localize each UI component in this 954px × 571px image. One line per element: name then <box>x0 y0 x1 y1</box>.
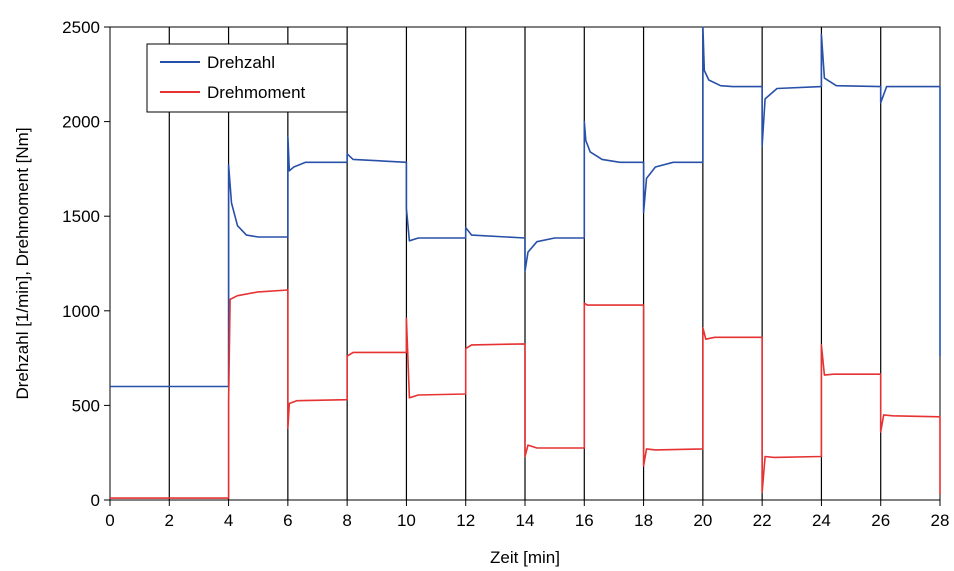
series-group <box>110 26 941 499</box>
x-tick-label: 4 <box>224 511 233 530</box>
series-line-drehzahl <box>110 26 941 388</box>
axes <box>104 26 941 506</box>
x-tick-labels: 0 2 4 6 8 10 12 14 16 18 20 22 24 26 28 <box>105 511 949 530</box>
legend: Drehzahl Drehmoment <box>146 43 348 113</box>
y-tick-label: 2000 <box>62 113 100 132</box>
y-axis-title: Drehzahl [1/min], Drehmoment [Nm] <box>13 127 32 399</box>
y-tick-label: 500 <box>72 396 100 415</box>
legend-label-drehzahl: Drehzahl <box>207 53 275 72</box>
x-tick-label: 0 <box>105 511 114 530</box>
y-tick-label: 2500 <box>62 18 100 37</box>
legend-box <box>146 43 348 113</box>
x-tick-label: 26 <box>871 511 890 530</box>
x-tick-label: 16 <box>575 511 594 530</box>
x-axis-title: Zeit [min] <box>490 548 560 567</box>
y-tick-label: 1000 <box>62 302 100 321</box>
x-tick-label: 28 <box>931 511 950 530</box>
x-tick-label: 10 <box>397 511 416 530</box>
x-tick-label: 22 <box>753 511 772 530</box>
legend-label-drehmoment: Drehmoment <box>207 83 306 102</box>
y-tick-label: 0 <box>91 491 100 510</box>
x-tick-label: 6 <box>283 511 292 530</box>
y-tick-labels: 0 500 1000 1500 2000 2500 <box>62 18 100 510</box>
x-tick-label: 20 <box>693 511 712 530</box>
x-tick-label: 18 <box>634 511 653 530</box>
x-tick-label: 24 <box>812 511 831 530</box>
x-tick-label: 12 <box>456 511 475 530</box>
x-tick-label: 8 <box>342 511 351 530</box>
x-tick-label: 14 <box>516 511 535 530</box>
y-tick-label: 1500 <box>62 207 100 226</box>
x-tick-label: 2 <box>165 511 174 530</box>
series-line-drehmoment <box>110 289 941 499</box>
